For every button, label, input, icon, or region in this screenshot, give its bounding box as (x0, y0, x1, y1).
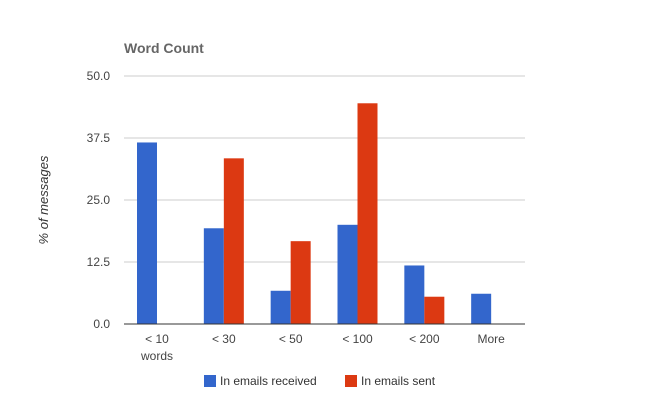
x-tick-label: < 50 (279, 332, 303, 346)
x-tick-label: More (477, 332, 505, 346)
x-tick-label: < 200 (409, 332, 440, 346)
bar (424, 296, 445, 324)
bar (137, 142, 157, 324)
legend-label: In emails sent (361, 374, 436, 388)
bar (223, 158, 244, 324)
y-tick-label: 37.5 (87, 131, 111, 145)
x-tick-label: < 10 (145, 332, 169, 346)
y-tick-label: 12.5 (87, 255, 111, 269)
x-tick-label: < 30 (212, 332, 236, 346)
legend-swatch (204, 375, 216, 387)
bar (337, 224, 358, 324)
bar (270, 290, 291, 324)
chart-title: Word Count (124, 40, 204, 56)
y-axis-label: % of messages (36, 155, 51, 244)
gridlines (124, 75, 525, 263)
y-tick-labels: 0.0 12.5 25.0 37.5 50.0 (87, 69, 111, 331)
x-tick-labels: < 10 words < 30 < 50 < 100 < 200 More (140, 332, 505, 363)
legend: In emails received In emails sent (204, 374, 436, 388)
bar (471, 293, 492, 324)
bar (290, 241, 311, 324)
legend-swatch (345, 375, 357, 387)
bars (137, 103, 492, 324)
y-tick-label: 25.0 (87, 193, 111, 207)
x-tick-label: words (140, 349, 173, 363)
x-tick-label: < 100 (342, 332, 373, 346)
legend-label: In emails received (220, 374, 317, 388)
bar (404, 265, 425, 324)
bar (357, 103, 378, 324)
y-tick-label: 0.0 (93, 317, 110, 331)
bar (203, 228, 224, 324)
y-tick-label: 50.0 (87, 69, 111, 83)
